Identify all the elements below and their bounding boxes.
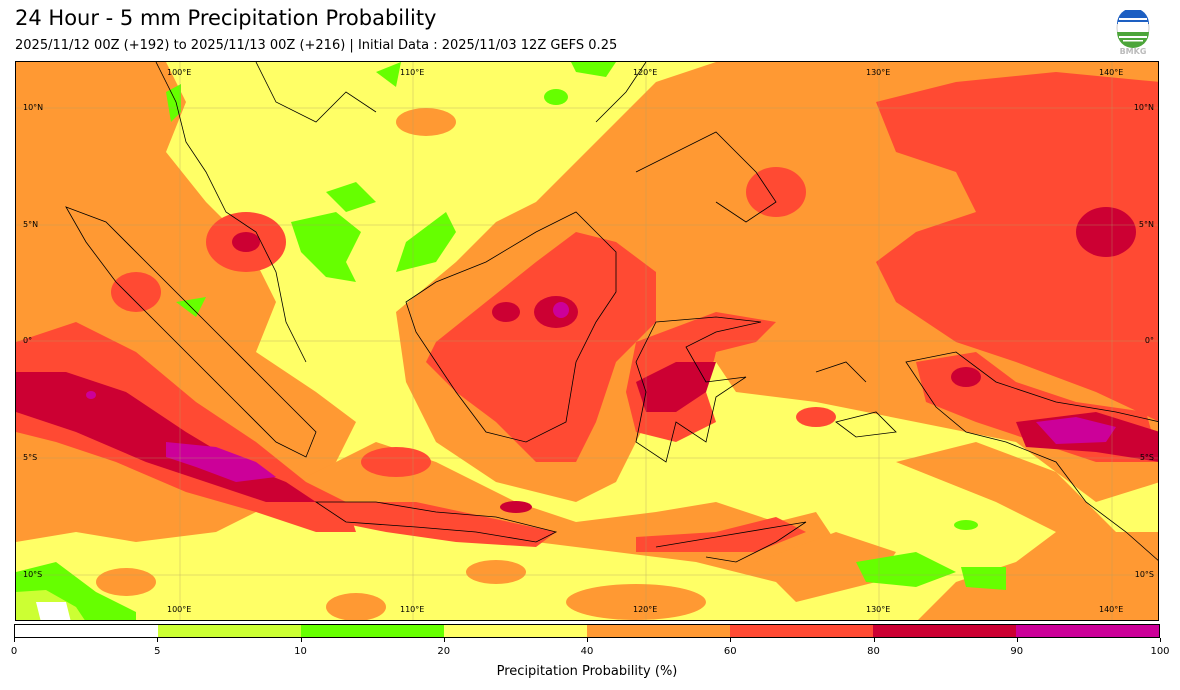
lon-label-top-100: 100°E [167, 68, 192, 77]
maluku-coast [815, 361, 897, 438]
colorbar-tick-mark [1016, 638, 1018, 642]
colorbar-tick-label: 0 [10, 646, 18, 657]
lon-label-bottom-110: 110°E [400, 605, 425, 614]
colorbar-tick-label: 20 [437, 646, 451, 657]
colorbar-tick-label: 60 [723, 646, 737, 657]
precipitation-map: 100°E 110°E 120°E 130°E 140°E 100°E 110°… [15, 61, 1159, 621]
lon-label-top-110: 110°E [400, 68, 425, 77]
colorbar-bin-5-10 [158, 625, 301, 637]
colorbar-tick-mark [14, 638, 15, 642]
field-90-100 [86, 302, 1116, 482]
lesser-sunda-coast [655, 521, 807, 563]
colorbar-bin-80-90 [873, 625, 1016, 637]
indochina-coast [255, 62, 377, 123]
lat-label-left-0: 0° [23, 336, 33, 345]
colorbar-tick-mark [300, 638, 302, 642]
colorbar-tick-mark [873, 638, 875, 642]
sumatra-coast [65, 206, 317, 458]
colorbar-tick-mark [443, 638, 445, 642]
colorbar-tick-mark [730, 638, 732, 642]
colorbar-bin-90-100 [1016, 625, 1159, 637]
lon-label-bottom-120: 120°E [633, 605, 658, 614]
field-0-5 [36, 602, 71, 620]
svg-text:BMKG: BMKG [1120, 47, 1147, 56]
colorbar-tick-label: 100 [1150, 646, 1170, 657]
colorbar-label: Precipitation Probability (%) [496, 664, 678, 679]
lon-label-bottom-100: 100°E [167, 605, 192, 614]
philippines-coast [595, 62, 777, 223]
bmkg-logo: BMKG [1113, 8, 1153, 56]
colorbar-tick-mark [587, 638, 588, 642]
colorbar-bin-40-60 [587, 625, 730, 637]
chart-subtitle: 2025/11/12 00Z (+192) to 2025/11/13 00Z … [15, 38, 618, 53]
lat-label-left-5s: 5°S [23, 453, 38, 462]
map-canvas [16, 62, 1158, 620]
coastlines [65, 62, 1158, 563]
colorbar-tick-label: 5 [154, 646, 161, 657]
colorbar-tick-label: 80 [867, 646, 880, 657]
lat-label-left-5n: 5°N [23, 220, 39, 229]
borneo-coast [405, 211, 617, 443]
lon-label-bottom-130: 130°E [866, 605, 891, 614]
lon-label-bottom-140: 140°E [1099, 605, 1124, 614]
colorbar-tick-mark [1160, 638, 1161, 642]
lat-label-left-10n: 10°N [23, 103, 44, 112]
malay-peninsula-coast [155, 62, 307, 363]
java-coast [314, 501, 558, 543]
lon-label-top-130: 130°E [866, 68, 891, 77]
colorbar-tick-mark [157, 638, 159, 642]
lat-label-right-5n: 5°N [1138, 220, 1154, 229]
lat-label-right-5s: 5°S [1139, 453, 1154, 462]
colorbar [14, 624, 1160, 638]
sulawesi-coast [635, 316, 762, 463]
colorbar-bin-20-40 [444, 625, 587, 637]
colorbar-tick-label: 90 [1010, 646, 1024, 657]
colorbar-bin-10-20 [301, 625, 444, 637]
colorbar-bin-0-5 [15, 625, 158, 637]
colorbar-tick-label: 40 [580, 646, 594, 657]
new-guinea-coast [905, 351, 1158, 561]
lat-label-right-10s: 10°S [1134, 570, 1154, 579]
colorbar-bin-60-80 [730, 625, 873, 637]
lat-label-left-10s: 10°S [23, 570, 43, 579]
chart-title: 24 Hour - 5 mm Precipitation Probability [15, 6, 437, 30]
lat-label-right-0: 0° [1144, 336, 1154, 345]
colorbar-tick-label: 10 [294, 646, 307, 657]
lon-label-top-140: 140°E [1099, 68, 1124, 77]
gridlines [16, 62, 1158, 620]
lat-label-right-10n: 10°N [1133, 103, 1154, 112]
lon-label-top-120: 120°E [633, 68, 658, 77]
